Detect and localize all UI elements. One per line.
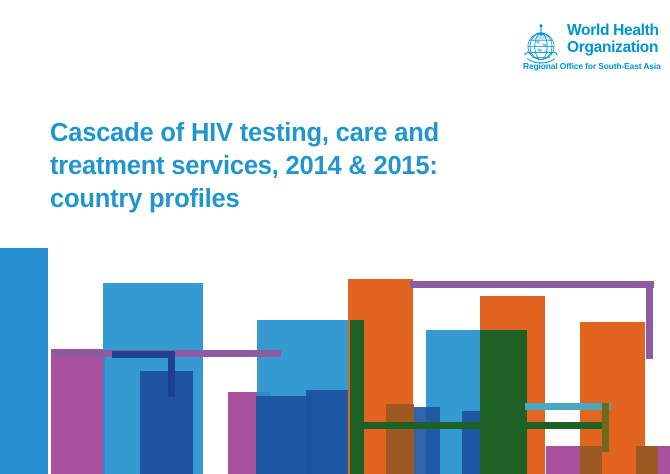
- bar-green-2: [480, 330, 527, 474]
- bar-green-1: [350, 320, 364, 474]
- logo-line-2: Organization: [567, 38, 659, 56]
- page-title-line-2: treatment services, 2014 & 2015:: [50, 152, 438, 181]
- bar-magenta-1: [51, 349, 105, 474]
- connector-green-mid: [362, 422, 608, 429]
- bar-darkblue-4: [414, 407, 440, 474]
- who-emblem-icon: [519, 23, 563, 67]
- bar-blue-1: [0, 248, 48, 474]
- logo-subtitle: Regional Office for South-East Asia: [523, 61, 661, 71]
- connector-purple-drop: [646, 281, 653, 359]
- who-searo-logo: World Health Organization Regional Offic…: [519, 22, 661, 78]
- connector-teal-step: [525, 403, 611, 410]
- bar-darkblue-3: [306, 390, 355, 474]
- bar-brown-1: [386, 404, 414, 474]
- page-title: Cascade of HIV testing, care and treatme…: [50, 117, 480, 216]
- connector-purple-right: [410, 281, 654, 288]
- page-title-line-1: Cascade of HIV testing, care and: [50, 119, 439, 148]
- page-title-line-3: country profiles: [50, 185, 240, 214]
- bar-brown-3: [636, 446, 658, 474]
- connector-olive-drop: [602, 403, 609, 452]
- connector-navy-step-horizontal: [112, 351, 174, 358]
- bar-brown-2: [580, 446, 602, 474]
- cascade-bar-graphic: [0, 240, 670, 474]
- bar-darkblue-1: [140, 371, 193, 474]
- connector-navy-step-vertical: [168, 351, 175, 397]
- bar-darkblue-2: [256, 396, 311, 474]
- logo-line-1: World Health: [567, 22, 659, 39]
